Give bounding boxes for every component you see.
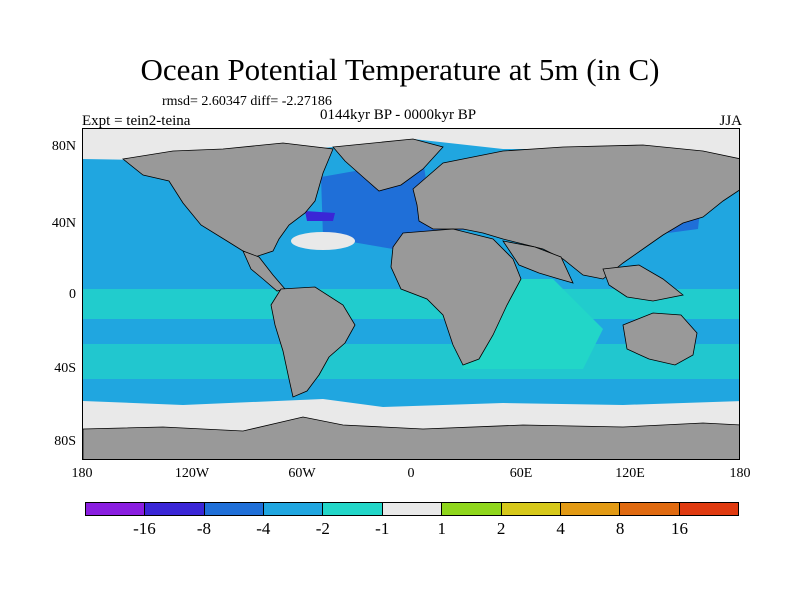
colorbar-label: -2 [315, 519, 330, 538]
colorbar-box [264, 503, 324, 515]
y-tick-label: 40N [51, 216, 76, 231]
europe-asia [412, 144, 739, 280]
experiment-label: Expt = tein2-teina [82, 113, 191, 129]
x-tick-label: 120E [615, 466, 645, 481]
southeast-asia [602, 264, 684, 302]
colorbar-box [323, 503, 383, 515]
colorbar-box [620, 503, 680, 515]
north-america [122, 142, 334, 258]
colorbar-box [679, 503, 738, 515]
colorbar-label: -4 [256, 519, 271, 538]
y-tick-label: 80N [51, 139, 76, 154]
gulf-stream-coldest [305, 211, 335, 221]
stats-text: rmsd= 2.60347 diff= -2.27186 [162, 94, 332, 109]
colorbar-box [204, 503, 265, 515]
colorbar-box [560, 503, 621, 515]
x-tick-label: 60E [509, 466, 533, 481]
colorbar-label: 8 [615, 519, 625, 538]
x-tick-label: 180 [71, 466, 93, 481]
australia [622, 312, 698, 366]
x-tick-label: 0 [407, 466, 415, 481]
colorbar-label: 16 [671, 519, 689, 538]
colorbar-box [382, 503, 443, 515]
map-plot [82, 128, 740, 460]
atlantic-warm-patch [291, 232, 355, 250]
x-tick-label: 180 [729, 466, 751, 481]
south-america [270, 286, 356, 398]
antarctica [83, 416, 739, 459]
y-tick-label: 0 [69, 287, 76, 302]
colorbar-box [86, 503, 146, 515]
colorbar-label: -8 [196, 519, 211, 538]
period-subtitle: 0144kyr BP - 0000kyr BP [320, 107, 477, 123]
colorbar-label: 1 [437, 519, 446, 538]
africa [390, 228, 522, 366]
colorbar-label: 2 [496, 519, 506, 538]
colorbar-box [145, 503, 205, 515]
colorbar-label: -1 [375, 519, 390, 538]
season-label: JJA [719, 113, 742, 129]
colorbar-box [442, 503, 502, 515]
colorbar-label: -16 [133, 519, 156, 538]
india-arabia [502, 240, 574, 284]
colorbar-box [501, 503, 561, 515]
y-tick-label: 40S [54, 361, 76, 376]
x-tick-label: 60W [288, 466, 316, 481]
map-title: Ocean Potential Temperature at 5m (in C) [140, 52, 660, 87]
greenland [332, 138, 444, 192]
colorbar-label: 4 [556, 519, 565, 538]
x-tick-label: 120W [174, 466, 210, 481]
colorbar [85, 502, 739, 516]
y-tick-label: 80S [54, 434, 76, 449]
